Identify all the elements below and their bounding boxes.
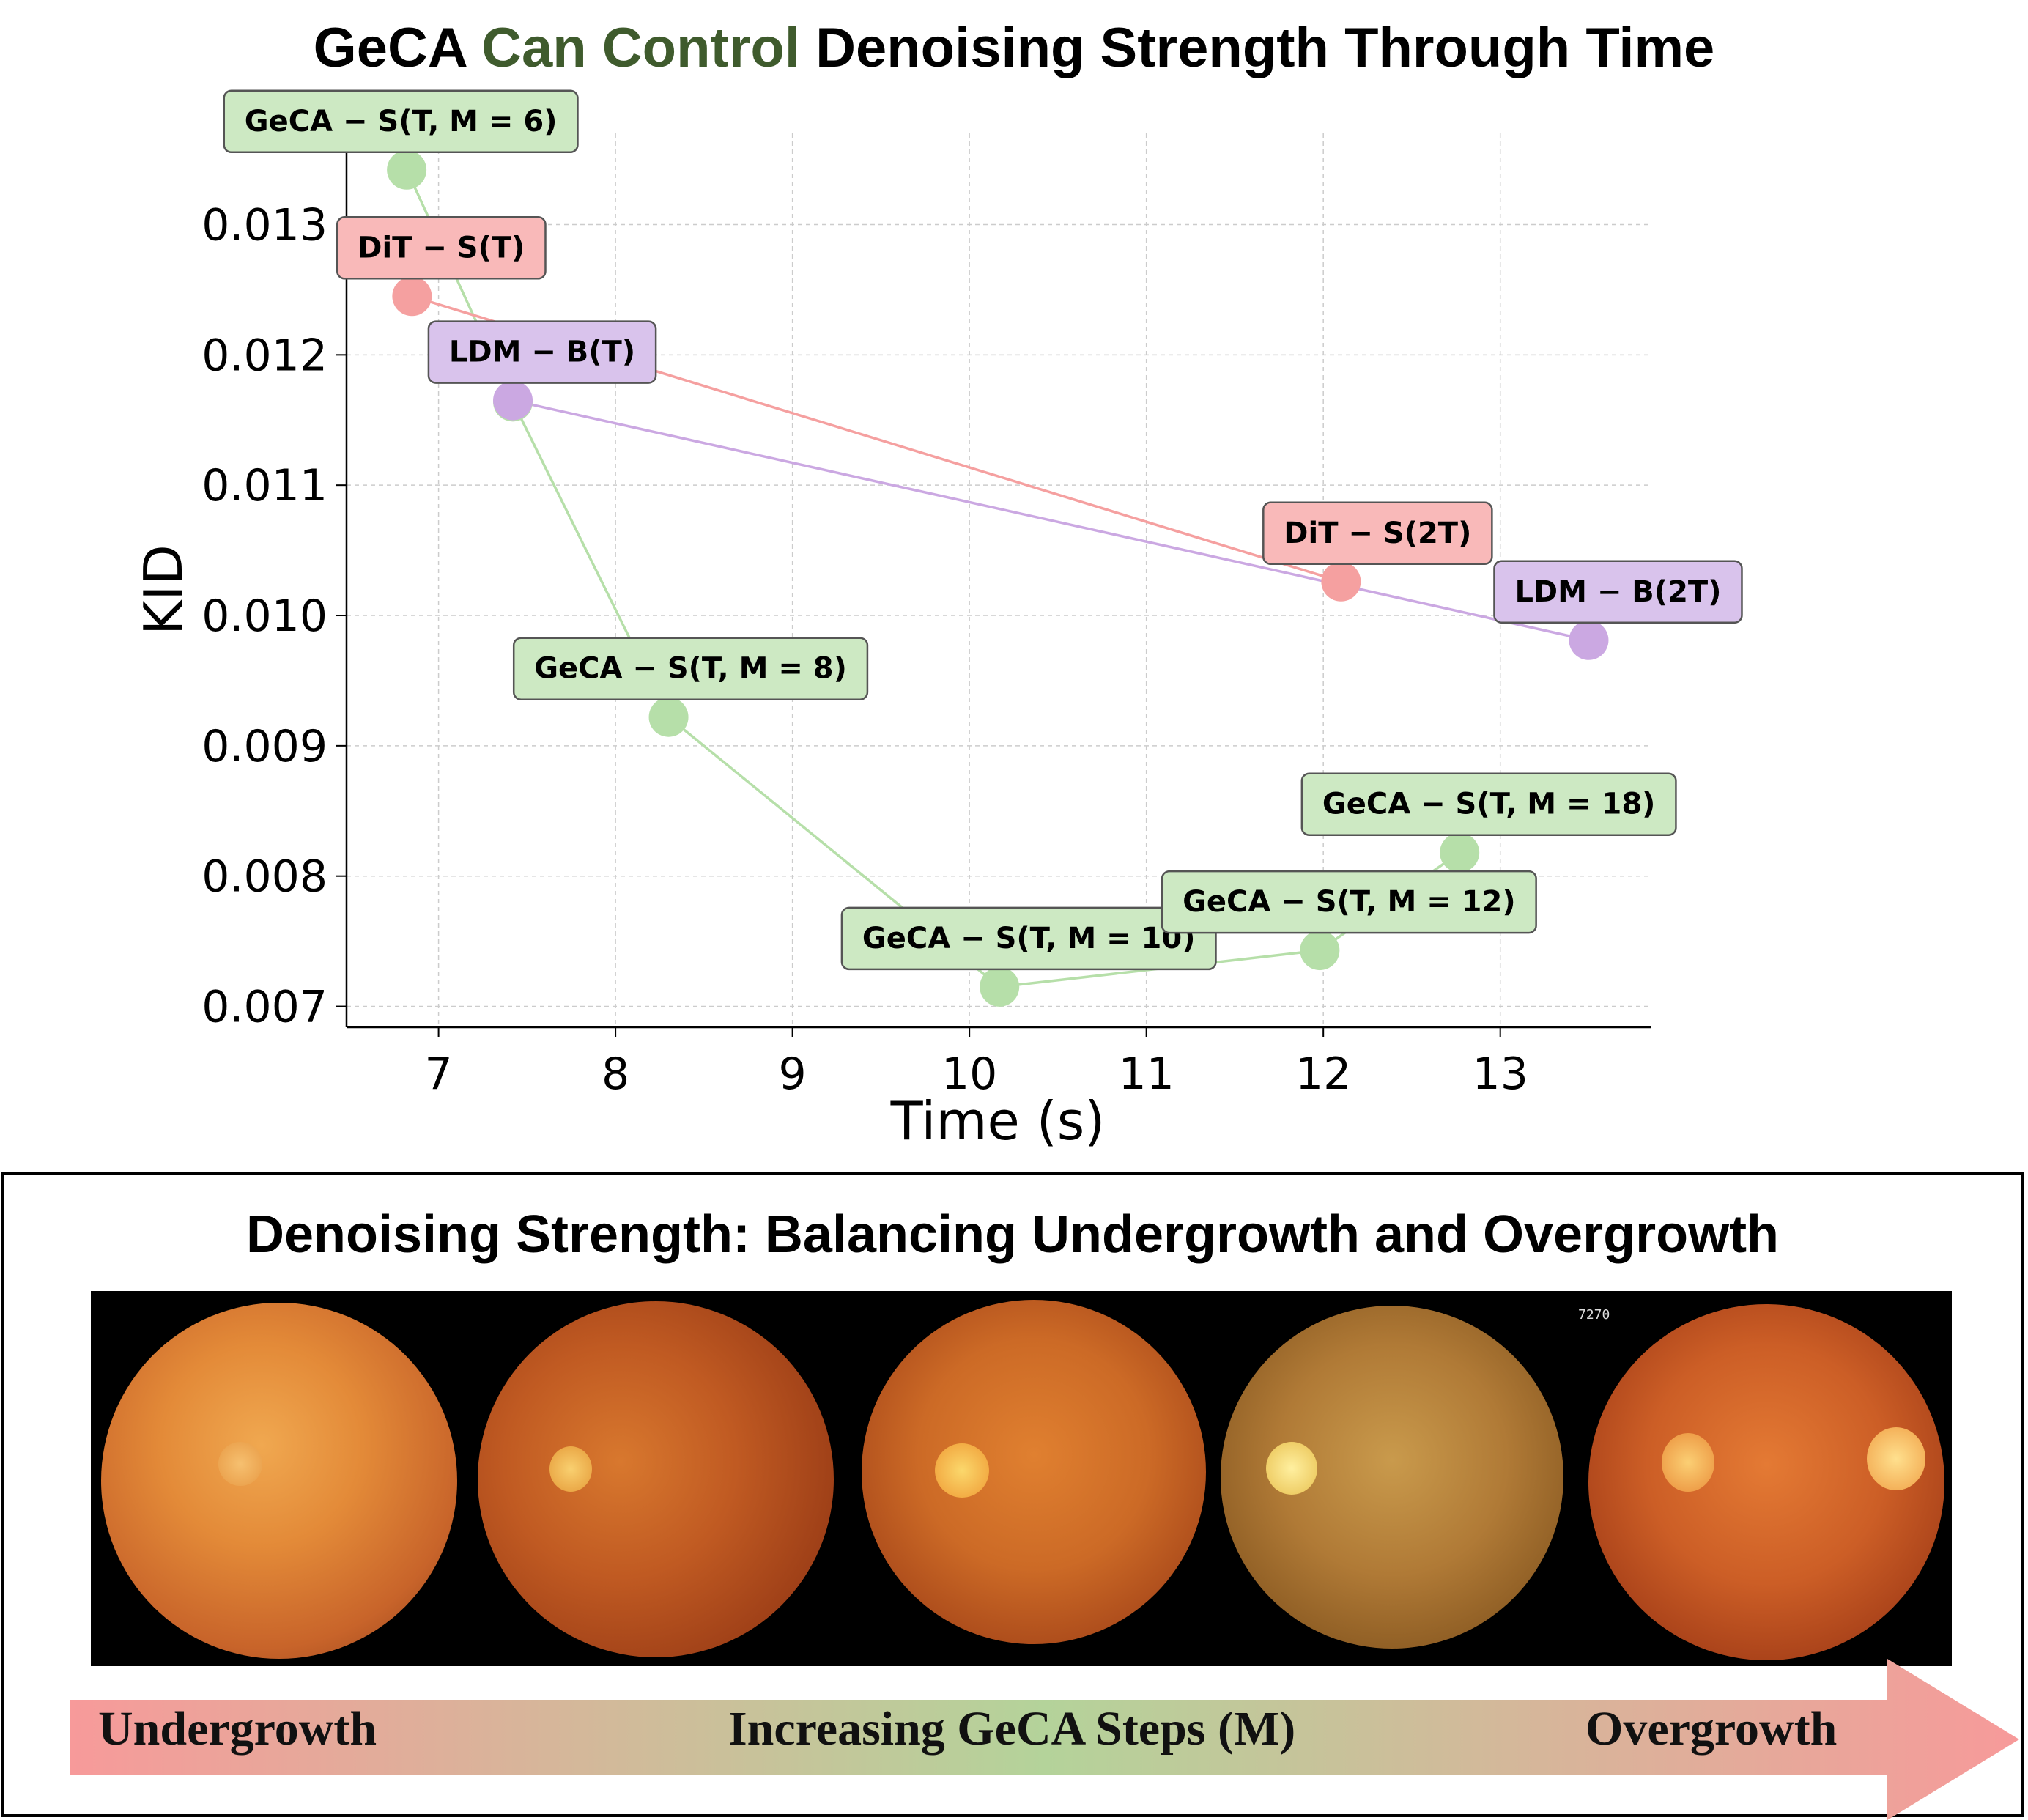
denoising-panel: Denoising Strength: Balancing Undergrowt… xyxy=(1,1172,2024,1820)
fundus-image-2 xyxy=(478,1301,834,1657)
title-part1: GeCA xyxy=(313,17,482,79)
panel-title: Denoising Strength: Balancing Undergrowt… xyxy=(245,1205,1780,1264)
y-tick-label: 0.007 xyxy=(201,982,327,1033)
optic-disc xyxy=(1662,1433,1714,1492)
point-label-box xyxy=(1262,501,1493,566)
point-label: GeCA − S(T, M = 10) xyxy=(840,906,1217,971)
x-axis-label: Time (s) xyxy=(890,1090,1106,1152)
point-label-text: GeCA − S(T, M = 6) xyxy=(245,105,558,138)
optic-disc xyxy=(935,1443,989,1498)
point-label-box xyxy=(512,637,869,700)
arrow-label-increasing-steps: Increasing GeCA Steps (M) xyxy=(728,1702,1296,1756)
data-point xyxy=(387,149,427,190)
point-label-box xyxy=(1493,560,1743,624)
point-label-box xyxy=(427,320,657,384)
data-point xyxy=(392,276,432,317)
axes: 7 8 9 10 11 12 13 0.007 0.008 0.009 0.010 0.011 0.01… xyxy=(201,133,1651,1100)
fundus-image-1 xyxy=(101,1303,457,1659)
data-point xyxy=(1440,832,1480,873)
data-point xyxy=(493,380,533,421)
point-label-box xyxy=(840,906,1217,971)
title-part3: Denoising Strength Through Time xyxy=(799,17,1715,79)
data-point xyxy=(980,966,1020,1007)
progression-arrow xyxy=(70,1659,2019,1820)
optic-disc xyxy=(549,1446,592,1492)
point-label-text: GeCA − S(T, M = 18) xyxy=(1322,788,1656,821)
optic-disc xyxy=(218,1442,262,1486)
y-tick-label: 0.009 xyxy=(201,721,327,772)
series-line-3 xyxy=(512,399,1589,642)
point-label-box xyxy=(1300,772,1677,836)
arrow-label-undergrowth: Undergrowth xyxy=(98,1702,377,1756)
y-tick-label: 0.012 xyxy=(201,330,327,381)
series-points xyxy=(387,149,1609,1007)
point-label-text: GeCA − S(T, M = 12) xyxy=(1183,885,1516,919)
point-label-box xyxy=(223,89,579,154)
point-label-text: LDM − B(T) xyxy=(449,336,635,369)
point-label-text: GeCA − S(T, M = 10) xyxy=(862,922,1196,955)
point-label-text: DiT − S(T) xyxy=(358,231,525,265)
y-tick-label: 0.008 xyxy=(201,851,327,903)
point-label: GeCA − S(T, M = 18) xyxy=(1300,772,1677,836)
fundus-image-3 xyxy=(862,1300,1206,1644)
point-label: DiT − S(2T) xyxy=(1262,501,1493,566)
title-accent: Can Control xyxy=(481,17,800,79)
data-point xyxy=(648,697,689,737)
point-label-box xyxy=(1161,870,1537,934)
fundus-image-5 xyxy=(1588,1304,1944,1660)
point-label: DiT − S(T) xyxy=(336,216,547,280)
fundus-image-4 xyxy=(1221,1306,1563,1649)
point-label-text: DiT − S(2T) xyxy=(1284,517,1471,550)
point-label: GeCA − S(T, M = 8) xyxy=(512,637,869,700)
optic-disc-duplicate xyxy=(1867,1427,1925,1490)
y-tick-label: 0.010 xyxy=(201,591,327,642)
point-label-text: GeCA − S(T, M = 8) xyxy=(534,652,847,686)
x-tick-label: 7 xyxy=(424,1048,452,1100)
y-tick-label: 0.013 xyxy=(201,199,327,251)
chart-title: GeCA Can Control Denoising Strength Thro… xyxy=(0,13,2028,84)
y-axis-label: KID xyxy=(133,544,194,635)
series-line-1 xyxy=(405,169,1461,988)
point-label-box xyxy=(336,216,547,280)
point-label-text: LDM − B(2T) xyxy=(1514,575,1721,609)
x-tick-label: 13 xyxy=(1473,1048,1528,1100)
point-label: GeCA − S(T, M = 12) xyxy=(1161,870,1537,934)
data-point xyxy=(1569,620,1609,660)
optic-disc xyxy=(1266,1442,1317,1495)
fundus-overlay-text: 7270 xyxy=(1578,1307,1610,1323)
fundus-image-strip: 7270 xyxy=(91,1291,1952,1666)
point-label: GeCA − S(T, M = 6) xyxy=(223,89,579,154)
data-point xyxy=(1300,931,1340,971)
x-tick-label: 8 xyxy=(602,1048,629,1100)
point-labels: GeCA − S(T, M = 6) GeCA − S(T, M = 8) GeCA… xyxy=(223,89,1743,971)
arrow-label-overgrowth: Overgrowth xyxy=(1585,1702,1838,1756)
x-tick-label: 10 xyxy=(941,1048,997,1100)
point-label: LDM − B(2T) xyxy=(1493,560,1743,624)
x-tick-label: 9 xyxy=(779,1048,807,1100)
series-lines xyxy=(405,169,1589,988)
y-tick-label: 0.011 xyxy=(201,460,327,511)
point-label: LDM − B(T) xyxy=(427,320,657,384)
x-tick-label: 12 xyxy=(1295,1048,1351,1100)
kid-time-chart: 7 8 9 10 11 12 13 0.007 0.008 0.009 0.010 0.011 0.01… xyxy=(133,89,1743,1152)
data-point xyxy=(1321,561,1361,602)
x-tick-label: 11 xyxy=(1118,1048,1174,1100)
